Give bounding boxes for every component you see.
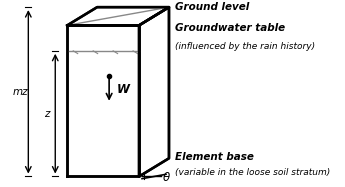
Text: z: z [44,109,49,119]
Text: (variable in the loose soil stratum): (variable in the loose soil stratum) [175,168,330,177]
Text: Element base: Element base [175,152,254,162]
Text: θ: θ [162,171,170,184]
Text: Groundwater table: Groundwater table [175,23,285,33]
Text: W: W [117,84,130,96]
Polygon shape [67,7,169,25]
Text: mz: mz [13,87,29,97]
Text: (influenced by the rain history): (influenced by the rain history) [175,42,315,51]
Polygon shape [67,25,139,177]
Text: Ground level: Ground level [175,2,249,12]
Polygon shape [139,7,169,177]
